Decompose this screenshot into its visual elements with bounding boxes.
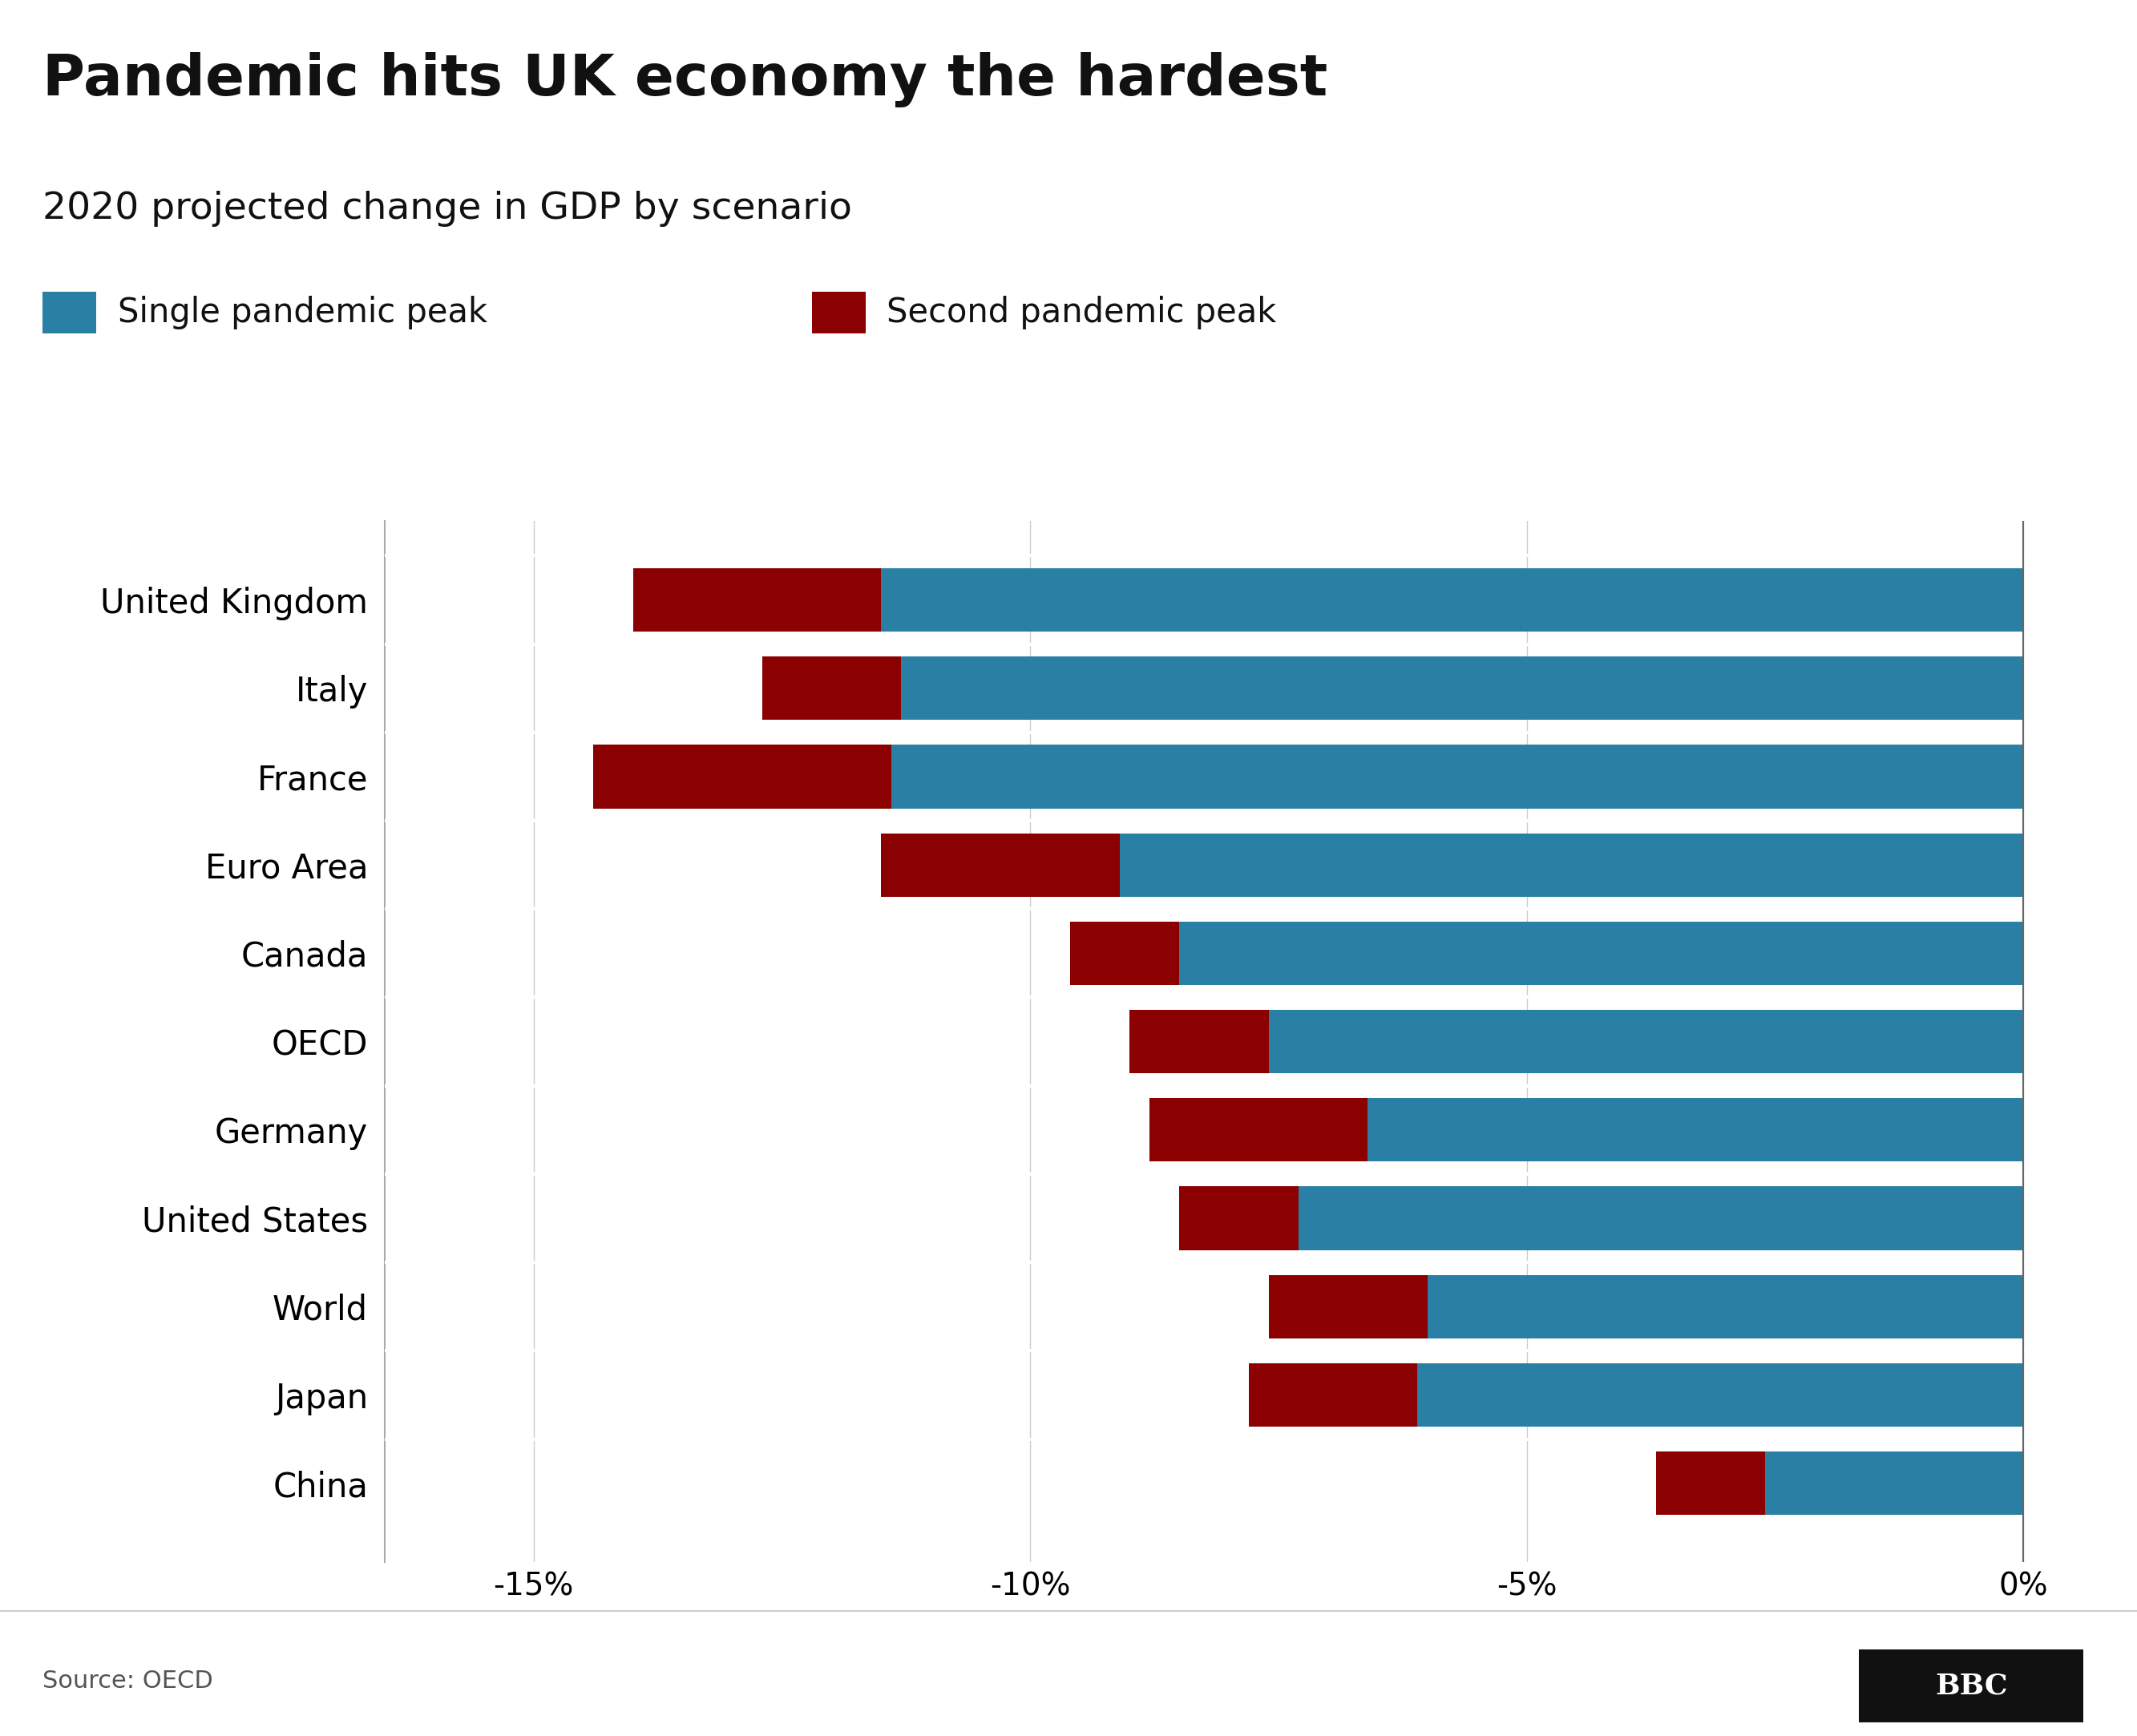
Bar	[1428, 1274, 2024, 1338]
Bar	[1248, 1363, 2024, 1427]
Bar	[902, 656, 2024, 720]
Bar	[1269, 1010, 2024, 1073]
Bar	[1656, 1451, 2024, 1516]
Bar	[1180, 1186, 2024, 1250]
Bar	[880, 833, 2024, 898]
Bar	[633, 568, 2024, 632]
Bar	[1299, 1186, 2024, 1250]
Text: Second pandemic peak: Second pandemic peak	[887, 295, 1276, 330]
Text: 2020 projected change in GDP by scenario: 2020 projected change in GDP by scenario	[43, 191, 853, 227]
Bar	[763, 656, 2024, 720]
Bar	[1180, 922, 2024, 984]
Bar	[1130, 1010, 2024, 1073]
Text: Single pandemic peak: Single pandemic peak	[118, 295, 487, 330]
Bar	[1765, 1451, 2024, 1516]
Bar	[1120, 833, 2024, 898]
Bar	[880, 568, 2024, 632]
Text: BBC: BBC	[1936, 1672, 2007, 1700]
Text: Pandemic hits UK economy the hardest: Pandemic hits UK economy the hardest	[43, 52, 1327, 108]
Text: Source: OECD: Source: OECD	[43, 1670, 214, 1693]
Bar	[891, 745, 2024, 809]
Bar	[594, 745, 2024, 809]
Bar	[1071, 922, 2024, 984]
Bar	[1269, 1274, 2024, 1338]
Bar	[1368, 1099, 2024, 1161]
Bar	[1150, 1099, 2024, 1161]
Bar	[1417, 1363, 2024, 1427]
